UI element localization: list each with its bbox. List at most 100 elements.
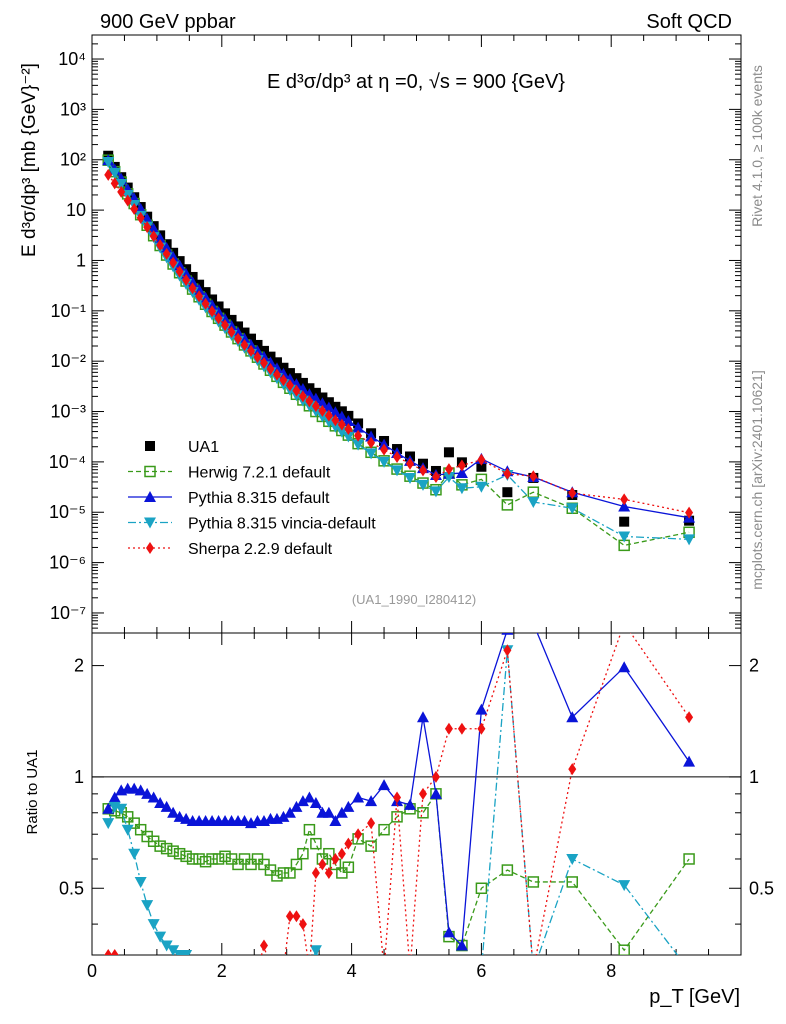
ratio-point-0: [417, 807, 429, 819]
data-point-4: [457, 459, 466, 472]
data-point-4: [477, 453, 486, 466]
data-point-4: [406, 457, 415, 470]
data-point-3: [475, 481, 488, 493]
data-point-2: [238, 332, 251, 344]
ratio-point-3: [143, 964, 151, 976]
ratio-point-3: [253, 964, 261, 976]
data-point-0: [476, 461, 487, 472]
ratio-point-1: [277, 810, 290, 822]
ratio-point-0: [219, 850, 231, 863]
y-tick-label-ratio-right: 0.5: [749, 878, 774, 898]
data-point-3: [404, 472, 417, 484]
ratio-point-3: [337, 847, 346, 860]
ratio-point-3: [318, 858, 327, 871]
data-point-4: [305, 395, 314, 408]
ratio-point-2: [115, 803, 128, 815]
ratio-point-3: [529, 964, 537, 976]
ratio-point-1: [378, 779, 391, 791]
ratio-point-3: [477, 722, 486, 735]
ratio-point-0: [271, 870, 283, 882]
ratio-point-3: [344, 837, 353, 850]
rivet-label: Rivet 4.1.0, ≥ 100k events: [749, 65, 765, 227]
ratio-point-1: [296, 795, 309, 807]
data-point-4: [431, 471, 440, 484]
series-line-3: [107, 161, 690, 540]
ratio-point-2: [443, 965, 455, 976]
data-point-2: [335, 410, 348, 422]
y-tick-label-ratio: 2: [74, 656, 84, 676]
data-point-4: [110, 177, 119, 190]
ratio-point-2: [167, 945, 180, 955]
ratio-point-3: [331, 852, 340, 865]
data-point-4: [123, 194, 132, 207]
ratio-point-2: [303, 965, 315, 976]
ratio-point-1: [683, 755, 696, 767]
data-point-4: [298, 390, 307, 403]
legend-label: Herwig 7.2.1 default: [188, 465, 331, 482]
data-point-4: [104, 168, 113, 181]
ratio-point-2: [200, 965, 212, 976]
data-point-4: [175, 265, 184, 278]
ratio-point-1: [566, 711, 579, 723]
data-point-4: [266, 362, 275, 375]
ratio-line-2: [107, 650, 679, 955]
ratio-point-0: [121, 811, 134, 823]
y-tick-label-main: 10⁻³: [50, 402, 86, 422]
data-point-3: [566, 503, 579, 515]
ratio-point-3: [279, 964, 287, 976]
data-point-4: [259, 356, 268, 369]
data-point-0: [502, 487, 513, 498]
data-point-2: [455, 467, 468, 479]
data-point-4: [311, 400, 320, 413]
ratio-point-1: [290, 800, 303, 812]
ratio-point-3: [311, 866, 320, 879]
data-point-3: [365, 448, 378, 460]
ratio-point-0: [391, 811, 403, 823]
data-point-4: [195, 290, 204, 303]
ratio-point-0: [365, 840, 377, 852]
ratio-point-0: [128, 817, 140, 829]
data-point-3: [378, 456, 391, 468]
data-point-4: [529, 470, 538, 483]
data-point-4: [136, 211, 145, 224]
data-point-4: [367, 436, 376, 449]
ratio-point-0: [277, 867, 290, 879]
data-point-0: [284, 368, 295, 379]
data-point-3: [455, 483, 468, 495]
ratio-point-2: [264, 965, 276, 976]
data-point-4: [201, 297, 210, 310]
ratio-point-3: [176, 964, 184, 976]
data-point-0: [619, 516, 630, 527]
ratio-point-1: [416, 711, 429, 723]
ratio-point-2: [365, 965, 377, 976]
ratio-series-clipped: [102, 633, 696, 976]
y-tick-label-main: 10⁴: [58, 49, 86, 69]
ratio-point-3: [444, 722, 453, 735]
header-left: 900 GeV ppbar: [100, 11, 236, 33]
data-point-4: [354, 429, 363, 442]
main-axis-ticks: 10⁻⁷ 10⁻⁶ 10⁻⁵ 10⁻⁴ 10⁻³ 10⁻² 10⁻¹ 1 10 10² 10³ 10⁴: [49, 34, 742, 634]
y-tick-label-main: 10⁻²: [50, 351, 86, 371]
ratio-point-2: [121, 824, 134, 836]
y-tick-label-main: 10⁻⁵: [49, 502, 86, 522]
legend-marker: [145, 441, 155, 451]
ratio-point-3: [234, 964, 242, 976]
data-point-4: [272, 368, 281, 381]
ratio-point-3: [685, 711, 694, 724]
ratio-point-2: [251, 965, 263, 976]
data-point-4: [214, 312, 223, 325]
ratio-point-2: [180, 950, 193, 955]
data-point-4: [318, 404, 327, 417]
ratio-point-3: [418, 787, 427, 800]
x-tick-label: 6: [476, 961, 486, 981]
data-point-4: [568, 487, 577, 500]
data-point-4: [234, 332, 243, 345]
ratio-point-2: [618, 880, 631, 892]
ratio-point-3: [195, 964, 203, 976]
ratio-point-1: [134, 784, 147, 796]
data-point-3: [442, 472, 455, 484]
legend-marker: [144, 465, 156, 478]
data-point-4: [620, 493, 629, 506]
ratio-point-2: [391, 965, 403, 976]
ratio-point-2: [297, 965, 309, 976]
